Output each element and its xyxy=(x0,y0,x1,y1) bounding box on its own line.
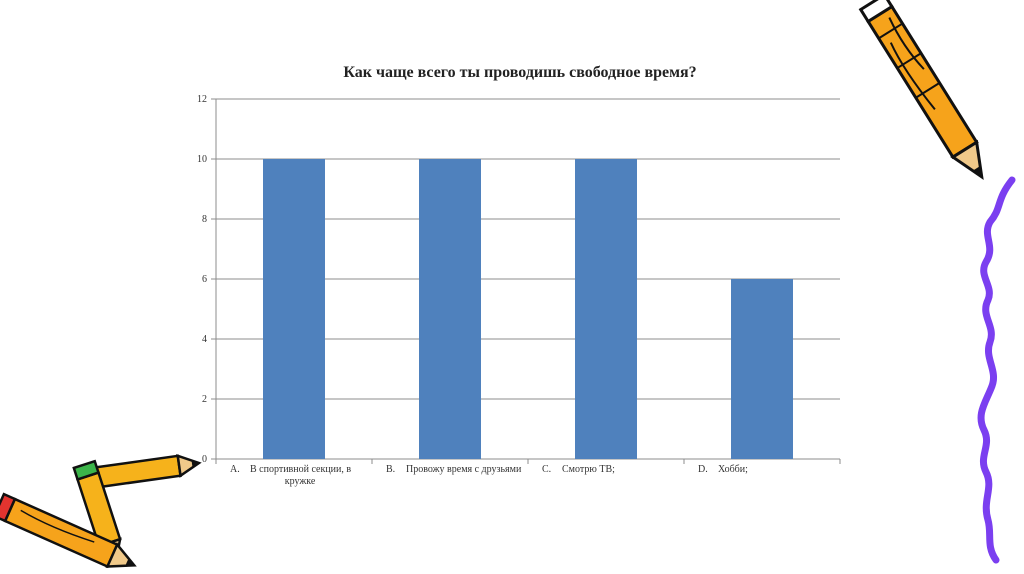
category-label: Провожу время с друзьями xyxy=(406,464,522,475)
y-tick-label: 8 xyxy=(202,214,207,225)
category-letter: C. xyxy=(542,464,551,475)
y-tick-label: 2 xyxy=(202,394,207,405)
bar xyxy=(263,159,325,459)
bar xyxy=(731,279,793,459)
category-letter: D. xyxy=(698,464,708,475)
category-label: В спортивной секции, в xyxy=(250,464,351,475)
category-label: кружке xyxy=(285,476,316,487)
category-label: Смотрю ТВ; xyxy=(562,464,615,475)
category-label: Хобби; xyxy=(718,464,748,475)
y-tick-label: 4 xyxy=(202,334,207,345)
y-tick-label: 10 xyxy=(197,154,207,165)
bar xyxy=(419,159,481,459)
category-letter: A. xyxy=(230,464,240,475)
y-tick-label: 6 xyxy=(202,274,207,285)
purple-squiggle xyxy=(977,176,1016,564)
pencil-icon xyxy=(0,492,137,569)
y-tick-label: 0 xyxy=(202,454,207,465)
y-tick-label: 12 xyxy=(197,94,207,105)
chart-title: Как чаще всего ты проводишь свободное вр… xyxy=(343,64,697,81)
bar xyxy=(575,159,637,459)
category-letter: B. xyxy=(386,464,395,475)
pencil-icon xyxy=(858,0,984,180)
